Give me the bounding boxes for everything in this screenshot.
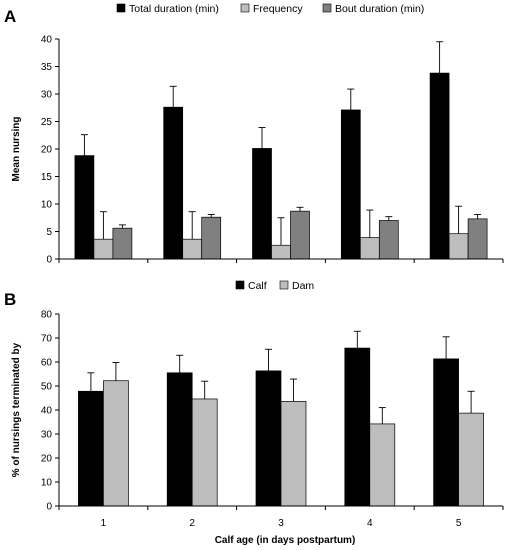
- panel-b-legend: Calf Dam: [235, 280, 314, 292]
- panel-a-legend-swatch: [116, 3, 126, 13]
- panel-b-y-tick-label: 50: [41, 382, 53, 393]
- panel-a-bar: [112, 227, 133, 260]
- panel-a-legend-label: Frequency: [253, 3, 303, 15]
- panel-b-y-tick-label: 30: [41, 430, 53, 441]
- panel-b-y-tick-label: 70: [41, 334, 53, 345]
- panel-a-legend-label: Total duration (min): [129, 3, 219, 15]
- panel-b-bar: [166, 372, 193, 507]
- panel-a-y-tick-label: 15: [41, 172, 53, 183]
- panel-a-y-tick-label: 0: [46, 255, 52, 266]
- panel-b-bar: [344, 347, 371, 507]
- panel-b-x-tick-label: 1: [101, 518, 107, 529]
- panel-a-legend-swatch: [322, 3, 332, 13]
- panel-a-y-tick-label: 5: [46, 227, 52, 238]
- panel-b-bar: [433, 358, 459, 507]
- panel-a-y-axis-title: Mean nursing: [11, 116, 22, 181]
- panel-b-y-tick-label: 80: [41, 310, 53, 321]
- panel-a-letter: A: [4, 7, 16, 26]
- panel-a-bar: [93, 238, 114, 260]
- panel-a-legend-swatch: [240, 3, 250, 13]
- panel-b-y-tick-label: 10: [41, 478, 53, 489]
- panel-b-x-axis-title: Calf age (in days postpartum): [215, 535, 356, 546]
- panel-b-y-tick-label: 0: [46, 502, 52, 513]
- panel-a-y-tick-label: 35: [41, 62, 53, 73]
- panel-a-y-tick-label: 10: [41, 200, 53, 211]
- panel-b-bar: [103, 380, 129, 507]
- panel-b-y-tick-label: 40: [41, 406, 53, 417]
- panel-a-y-tick-label: 20: [41, 145, 53, 156]
- panel-a-bar: [74, 155, 95, 260]
- panel-b-bar: [255, 370, 282, 507]
- panel-b-bar: [78, 390, 104, 507]
- panel-a-bar: [290, 210, 310, 260]
- panel-a-bar: [182, 238, 203, 260]
- panel-a-y-tick-label: 30: [41, 90, 53, 101]
- panel-a-plot: 0 5 10 15 20 25 30 35 40: [41, 35, 504, 266]
- panel-b-y-axis-title: % of nursings terminated by: [11, 342, 22, 477]
- panel-a-bar: [467, 218, 488, 260]
- panel-b-bar: [191, 398, 218, 507]
- panel-a-bar: [448, 233, 469, 260]
- panel-a-bar: [271, 244, 291, 260]
- panel-b-legend-label: Calf: [248, 280, 267, 292]
- panel-a-y-tick-label: 40: [41, 35, 53, 46]
- panel-b-x-tick-label: 5: [456, 518, 462, 529]
- panel-b-bar: [458, 412, 484, 507]
- panel-b-legend-label: Dam: [292, 280, 314, 292]
- panel-b-x-tick-label: 3: [278, 518, 284, 529]
- panel-b-x-tick-label: 2: [189, 518, 195, 529]
- panel-a-bar: [163, 106, 184, 260]
- panel-a-bar: [359, 237, 380, 260]
- panel-a-bar: [378, 220, 399, 260]
- panel-b-bar: [280, 401, 307, 507]
- panel-a-bar: [201, 216, 222, 260]
- panel-b-legend-swatch: [235, 280, 245, 290]
- panel-a-legend: Total duration (min) Frequency Bout durati…: [116, 3, 424, 15]
- panel-a-legend-label: Bout duration (min): [335, 3, 424, 15]
- panel-b-bar: [369, 423, 396, 507]
- panel-b-y-tick-label: 20: [41, 454, 53, 465]
- panel-b-plot: 0 10 20 30 40 50 60 70 80 1 2 3 4 5: [41, 310, 504, 529]
- panel-b-y-tick-label: 60: [41, 358, 53, 369]
- panel-a-bar: [429, 72, 450, 260]
- panel-b-x-tick-label: 4: [367, 518, 373, 529]
- panel-a-y-tick-label: 25: [41, 117, 53, 128]
- panel-a-bar: [340, 109, 361, 260]
- panel-a-bar: [252, 148, 272, 260]
- panel-b-legend-swatch: [279, 280, 289, 290]
- panel-b-letter: B: [4, 290, 16, 309]
